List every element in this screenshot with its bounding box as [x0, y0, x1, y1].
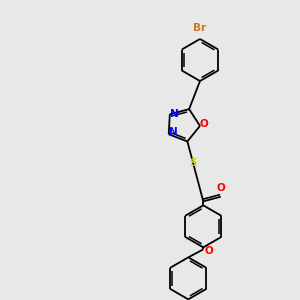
Text: O: O: [205, 246, 214, 256]
Text: O: O: [216, 183, 225, 193]
Text: N: N: [169, 127, 178, 137]
Text: N: N: [170, 109, 179, 119]
Text: O: O: [200, 119, 208, 129]
Text: Br: Br: [194, 23, 207, 33]
Text: S: S: [189, 158, 197, 168]
